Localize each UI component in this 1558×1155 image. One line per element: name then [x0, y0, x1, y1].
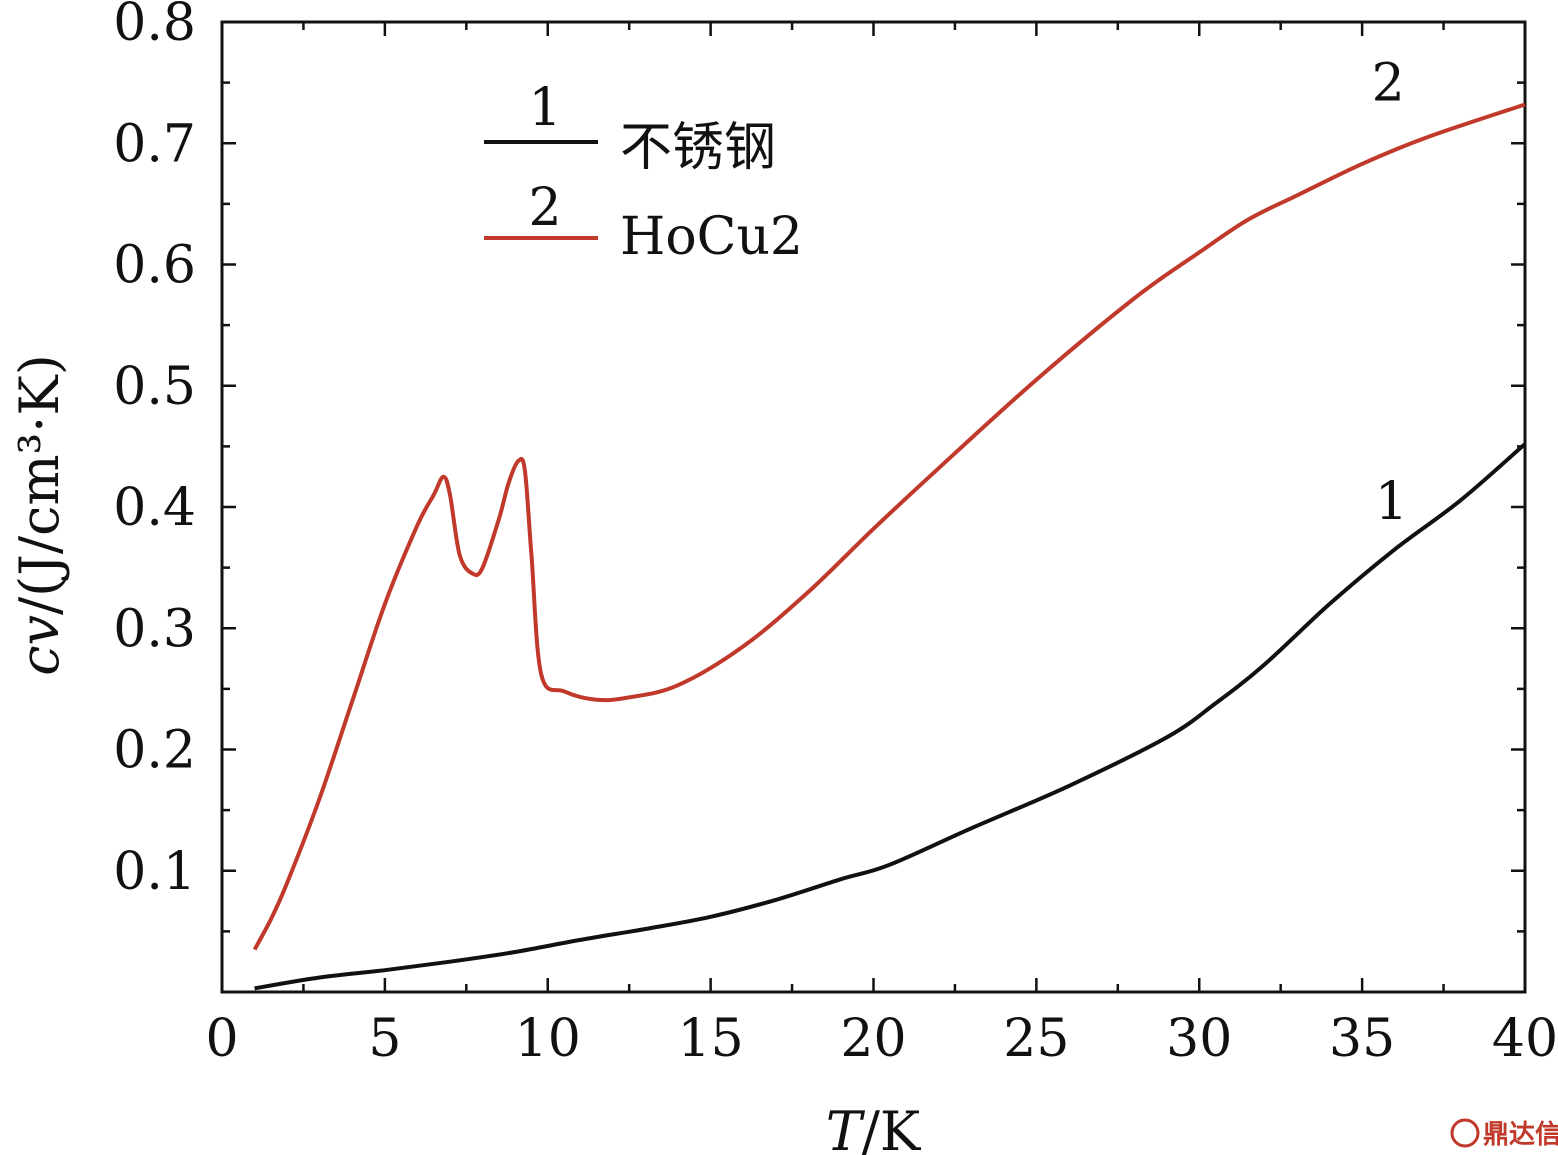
plot-frame	[220, 20, 1527, 994]
watermark: 鼎达信	[1450, 1118, 1558, 1150]
x-tick-label: 35	[1329, 1009, 1395, 1069]
y-tick-labels: 0.1 0.2 0.3 0.4 0.5 0.6 0.7 0.8	[113, 0, 196, 902]
x-axis-title: T/K	[826, 1100, 922, 1155]
x-tick-label: 5	[368, 1009, 401, 1069]
y-tick-label: 0.2	[113, 721, 196, 781]
x-tick-label: 30	[1166, 1009, 1232, 1069]
y-tick-label: 0.3	[113, 599, 196, 659]
x-tick-label: 10	[515, 1009, 581, 1069]
y-tick-label: 0.6	[113, 236, 196, 296]
watermark-logo-icon	[1450, 1118, 1480, 1148]
y-tick-label: 0.7	[113, 114, 196, 174]
legend-num-1: 1	[528, 78, 561, 138]
legend-label-1: 不锈钢	[620, 118, 776, 178]
x-tick-label: 40	[1492, 1009, 1558, 1069]
legend: 1 不锈钢 2 HoCu2	[484, 78, 803, 267]
series-lines	[252, 102, 1527, 991]
x-tick-label: 15	[678, 1009, 744, 1069]
axis-ticks	[220, 20, 1527, 994]
watermark-text: 鼎达信	[1483, 1120, 1558, 1150]
series-annotation-2: 2	[1372, 54, 1405, 114]
y-tick-label: 0.8	[113, 0, 196, 53]
y-tick-label: 0.4	[113, 478, 196, 538]
y-tick-label: 0.1	[113, 842, 196, 902]
series-line-2	[252, 102, 1526, 951]
y-tick-label: 0.5	[113, 357, 196, 417]
legend-label-2: HoCu2	[620, 207, 803, 267]
y-axis-title: cv/(J/cm³·K)	[8, 354, 71, 676]
x-tick-label: 20	[840, 1009, 906, 1069]
x-tick-labels: 0 5 10 15 20 25 30 35 40	[205, 1009, 1558, 1069]
legend-num-2: 2	[528, 178, 561, 238]
series-line-1	[254, 442, 1527, 991]
x-tick-label: 0	[205, 1009, 238, 1069]
x-tick-label: 25	[1003, 1009, 1069, 1069]
series-annotation-1: 1	[1375, 472, 1408, 532]
